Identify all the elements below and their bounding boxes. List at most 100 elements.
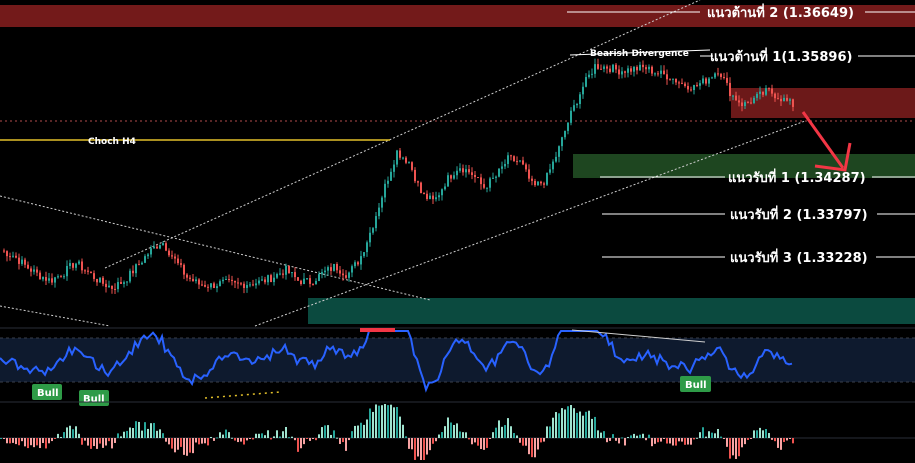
down-arrow-head xyxy=(814,142,852,172)
candle-body xyxy=(369,232,371,243)
candle-body xyxy=(15,255,17,258)
candle-body xyxy=(426,193,428,199)
histogram-bar xyxy=(519,438,521,443)
candle-body xyxy=(315,280,317,285)
histogram-bar xyxy=(255,433,257,438)
histogram-bar xyxy=(117,433,119,438)
histogram-bar xyxy=(627,436,629,438)
candle-body xyxy=(39,272,41,280)
histogram-bar xyxy=(426,438,428,455)
histogram-bar xyxy=(615,438,617,441)
candle-body xyxy=(186,274,188,278)
histogram-bar xyxy=(558,413,560,438)
histogram-bar xyxy=(135,421,137,438)
downtrend-line xyxy=(0,195,431,301)
histogram-bar xyxy=(756,430,758,438)
candle-body xyxy=(567,122,569,131)
candle-body xyxy=(171,255,173,257)
candle-body xyxy=(507,155,509,164)
choch-label: Choch H4 xyxy=(88,137,136,147)
histogram-bar xyxy=(63,432,65,438)
histogram-bar xyxy=(3,438,5,439)
candle-body xyxy=(366,242,368,253)
histogram-bar xyxy=(792,438,794,444)
support-1-zone xyxy=(573,154,915,178)
histogram-bar xyxy=(744,438,746,445)
histogram-bar xyxy=(96,438,98,449)
candle-body xyxy=(771,88,773,94)
candle-body xyxy=(423,193,425,195)
histogram-bar xyxy=(540,438,542,443)
candle-body xyxy=(732,95,734,97)
candle-body xyxy=(6,251,8,257)
histogram-bar xyxy=(204,438,206,444)
candle-body xyxy=(657,73,659,75)
candle-body xyxy=(489,178,491,188)
histogram-bar xyxy=(252,438,254,440)
candle-body xyxy=(342,273,344,276)
histogram-bar xyxy=(594,416,596,438)
candle-body xyxy=(753,97,755,104)
candle-body xyxy=(726,77,728,83)
candle-body xyxy=(147,254,149,257)
candle-body xyxy=(720,73,722,77)
histogram-bar xyxy=(72,429,74,438)
candle-body xyxy=(42,277,44,280)
rsi-dotted-line xyxy=(204,391,281,399)
histogram-bar xyxy=(783,438,785,442)
candle-body xyxy=(195,279,197,282)
candle-body xyxy=(297,277,299,281)
histogram-bar xyxy=(651,438,653,447)
histogram-bar xyxy=(432,438,434,444)
candle-body xyxy=(345,275,347,278)
histogram-bar xyxy=(513,433,515,438)
candle-body xyxy=(789,99,791,101)
bull-badge-2-text: Bull xyxy=(83,394,105,405)
candle-body xyxy=(405,157,407,163)
candle-body xyxy=(495,176,497,178)
histogram-bar xyxy=(642,433,644,438)
histogram-bar xyxy=(156,430,158,438)
histogram-bar xyxy=(741,438,743,448)
histogram-bar xyxy=(675,438,677,446)
candle-body xyxy=(279,273,281,275)
candle-body xyxy=(480,177,482,185)
histogram-bar xyxy=(450,422,452,438)
candle-body xyxy=(153,246,155,249)
histogram-bar xyxy=(597,430,599,438)
level-label-s1: แนวรับที่ 1 (1.34287) xyxy=(728,168,866,186)
histogram-bar xyxy=(393,407,395,438)
histogram-bar xyxy=(357,425,359,438)
candle-body xyxy=(3,250,5,252)
candle-body xyxy=(513,156,515,162)
histogram-bar xyxy=(771,438,773,440)
histogram-bar xyxy=(57,433,59,438)
histogram-bar xyxy=(681,438,683,442)
candle-body xyxy=(213,283,215,289)
candle-body xyxy=(51,278,53,283)
candle-body xyxy=(705,78,707,84)
histogram-bar xyxy=(318,434,320,438)
histogram-bar xyxy=(618,438,620,444)
candle-body xyxy=(675,78,677,83)
histogram-bar xyxy=(510,426,512,438)
histogram-bar xyxy=(489,438,491,439)
histogram-bar xyxy=(231,437,233,439)
histogram-bar xyxy=(375,404,377,438)
candle-body xyxy=(285,265,287,275)
histogram-bar xyxy=(288,437,290,439)
candle-body xyxy=(228,279,230,281)
histogram-bar xyxy=(279,436,281,438)
histogram-bar xyxy=(369,408,371,438)
candle-body xyxy=(711,77,713,79)
candle-body xyxy=(354,262,356,267)
histogram-bar xyxy=(381,405,383,438)
candle-body xyxy=(762,91,764,95)
histogram-bar xyxy=(321,427,323,438)
histogram-bar xyxy=(18,438,20,446)
candle-body xyxy=(636,66,638,71)
oscillator-histogram xyxy=(0,404,794,460)
histogram-bar xyxy=(348,438,350,441)
demand-zone xyxy=(308,298,915,324)
